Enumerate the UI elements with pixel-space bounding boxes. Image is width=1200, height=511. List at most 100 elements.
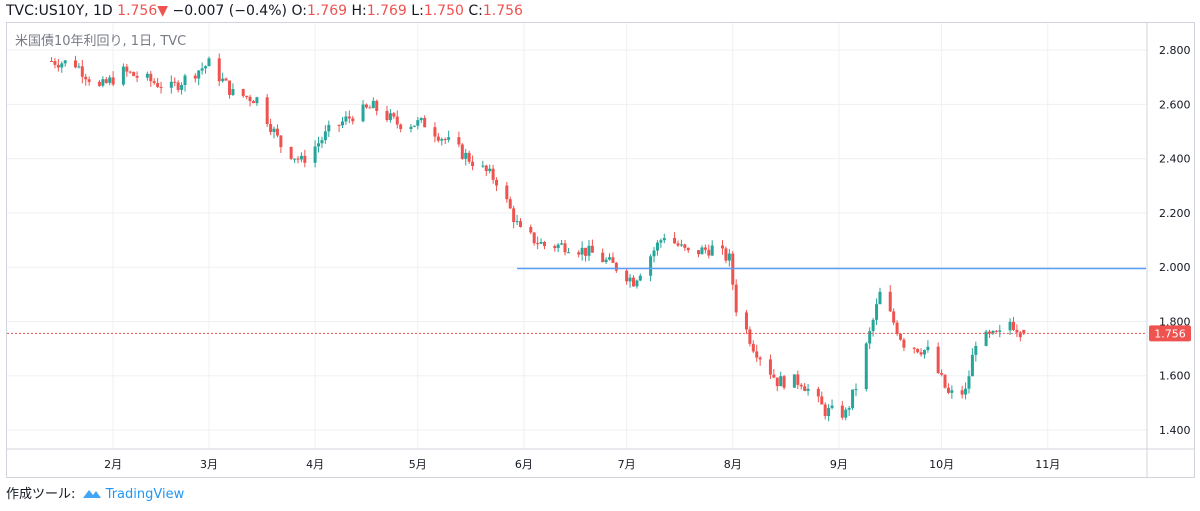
open-label: O: <box>291 3 307 19</box>
candle-body <box>892 311 896 323</box>
candle-body <box>950 390 954 393</box>
candle-body <box>173 81 177 83</box>
candle-body <box>635 280 639 287</box>
candle-body <box>673 237 677 244</box>
candle-body <box>132 72 136 77</box>
price-chart[interactable]: 2.800 2.600 2.400 2.200 2.000 1.800 1.600 1.400… <box>7 23 1195 478</box>
candle-body <box>340 121 344 126</box>
candle-body <box>755 351 759 358</box>
y-tick-label: 2.600 <box>1159 98 1191 111</box>
candle-body <box>460 144 464 159</box>
candle-body <box>371 100 375 109</box>
candle-body <box>515 221 519 223</box>
open-value: 1.769 <box>306 3 348 19</box>
tradingview-link[interactable]: TradingView <box>105 487 185 502</box>
candle-body <box>878 291 882 305</box>
candle-body <box>1022 329 1026 334</box>
candle-body <box>204 66 208 69</box>
chart-panel[interactable]: 2.800 2.600 2.400 2.200 2.000 1.800 1.600 1.400… <box>6 22 1195 478</box>
candle-body <box>80 66 84 77</box>
candle-body <box>50 60 54 62</box>
candle-body <box>293 158 297 160</box>
candle-body <box>193 75 197 79</box>
candle-body <box>231 89 235 95</box>
candle-body <box>471 161 475 167</box>
candle-body <box>423 117 427 128</box>
candle-body <box>275 128 279 136</box>
candle-body <box>775 377 779 387</box>
y-tick-label: 1.600 <box>1159 370 1191 383</box>
candle-body <box>1011 321 1015 330</box>
candle-body <box>827 407 831 417</box>
candle-body <box>388 113 392 121</box>
candle-body <box>245 95 249 97</box>
x-tick-label: 7月 <box>618 458 636 471</box>
candle-body <box>655 242 659 251</box>
candle-body <box>724 248 728 261</box>
candle-body <box>84 76 88 80</box>
candle-body <box>508 199 512 209</box>
symbol-label[interactable]: TVC:US10Y, 1D <box>6 3 113 19</box>
candles-group <box>50 53 1026 422</box>
y-tick-label: 1.800 <box>1159 315 1191 328</box>
candle-body <box>768 359 772 375</box>
candle-body <box>457 137 461 145</box>
candle-body <box>467 152 471 162</box>
candle-body <box>902 339 906 348</box>
candle-body <box>710 245 714 256</box>
candle-body <box>940 373 944 375</box>
candle-body <box>217 58 221 82</box>
candle-body <box>998 330 1002 332</box>
candle-body <box>970 354 974 377</box>
candle-body <box>631 277 635 287</box>
candle-body <box>628 277 632 282</box>
candle-body <box>875 304 879 320</box>
candle-body <box>566 252 570 254</box>
candle-body <box>392 113 396 117</box>
candle-body <box>580 247 584 255</box>
candle-body <box>679 244 683 246</box>
candle-body <box>176 82 180 90</box>
candle-body <box>830 405 834 408</box>
candle-body <box>87 79 91 82</box>
candle-body <box>419 117 423 121</box>
candle-body <box>1015 329 1019 333</box>
candle-body <box>111 77 115 85</box>
candle-body <box>519 221 523 227</box>
candle-body <box>440 139 444 141</box>
last-price: 1.756 <box>117 3 158 19</box>
candle-body <box>313 146 317 163</box>
x-tick-label: 4月 <box>306 458 324 471</box>
candle-body <box>772 374 776 378</box>
candle-body <box>748 329 752 344</box>
candle-body <box>840 405 844 418</box>
candle-body <box>484 165 488 172</box>
candle-body <box>943 374 947 388</box>
candle-body <box>590 245 594 253</box>
low-value: 1.750 <box>423 3 464 19</box>
candle-body <box>584 247 588 256</box>
candle-body <box>700 247 704 255</box>
candle-body <box>542 242 546 247</box>
candle-body <box>412 125 416 127</box>
candle-body <box>296 158 300 160</box>
close-value: 1.756 <box>482 3 523 19</box>
candle-body <box>697 250 701 255</box>
x-tick-label: 10月 <box>929 458 954 471</box>
candle-body <box>135 76 139 78</box>
candle-body <box>936 346 940 374</box>
candle-body <box>792 374 796 388</box>
x-tick-label: 3月 <box>200 458 218 471</box>
candle-body <box>272 128 276 133</box>
candle-body <box>251 101 255 104</box>
candle-body <box>984 331 988 346</box>
candle-body <box>159 87 163 89</box>
made-with-label: 作成ツール: <box>6 487 76 502</box>
candle-body <box>553 246 557 249</box>
candle-body <box>806 388 810 391</box>
candle-body <box>683 244 687 248</box>
candle-body <box>56 64 60 68</box>
candle-body <box>241 89 245 96</box>
candle-body <box>228 80 232 95</box>
candle-body <box>512 208 516 223</box>
